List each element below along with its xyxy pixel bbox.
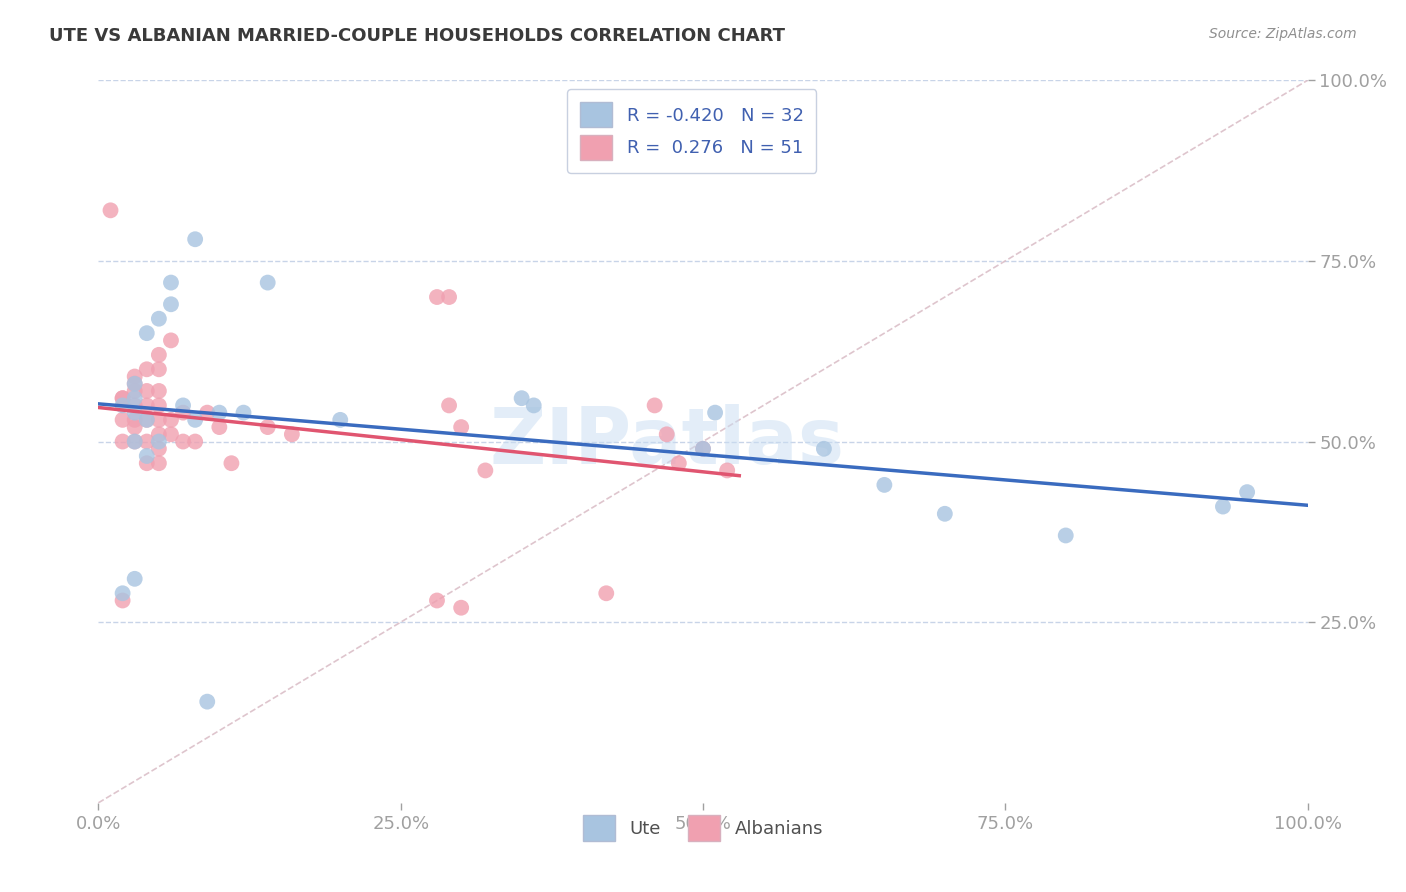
Point (148, 384, 170, 398)
Point (595, 586, 617, 600)
Point (160, 427, 183, 442)
Point (692, 442, 714, 456)
Point (124, 406, 146, 420)
Point (148, 362, 170, 376)
Point (148, 434, 170, 449)
Point (124, 572, 146, 586)
Point (135, 456, 157, 470)
Point (184, 413, 207, 427)
Point (195, 695, 218, 709)
Point (124, 376, 146, 391)
Point (124, 384, 146, 398)
Point (160, 413, 183, 427)
Point (124, 413, 146, 427)
Point (281, 427, 304, 442)
Point (716, 463, 738, 477)
Point (256, 276, 278, 290)
Point (692, 442, 714, 456)
Point (172, 398, 194, 412)
Point (124, 369, 146, 384)
Point (184, 232, 207, 246)
Point (1054, 528, 1077, 542)
Point (124, 391, 146, 405)
Point (221, 456, 243, 470)
Text: UTE VS ALBANIAN MARRIED-COUPLE HOUSEHOLDS CORRELATION CHART: UTE VS ALBANIAN MARRIED-COUPLE HOUSEHOLD… (49, 27, 785, 45)
Point (426, 593, 449, 607)
Text: Source: ZipAtlas.com: Source: ZipAtlas.com (1209, 27, 1357, 41)
Point (474, 463, 496, 477)
Point (256, 420, 278, 434)
Point (160, 276, 183, 290)
Text: ZIPatlas: ZIPatlas (489, 403, 844, 480)
Point (208, 420, 231, 434)
Point (148, 398, 170, 412)
Point (124, 376, 146, 391)
Point (668, 456, 690, 470)
Point (232, 406, 254, 420)
Point (135, 449, 157, 463)
Point (437, 398, 460, 412)
Point (1212, 500, 1234, 514)
Point (437, 290, 460, 304)
Point (704, 406, 727, 420)
Point (1236, 485, 1258, 500)
Point (426, 290, 449, 304)
Point (510, 391, 533, 405)
Point (135, 384, 157, 398)
Point (111, 398, 134, 412)
Point (100, 203, 122, 218)
Point (124, 420, 146, 434)
Point (111, 391, 134, 405)
Point (873, 478, 896, 492)
Point (450, 600, 472, 615)
Point (148, 442, 170, 456)
Point (135, 434, 157, 449)
Point (124, 434, 146, 449)
Point (135, 413, 157, 427)
Point (208, 406, 231, 420)
Point (160, 334, 183, 348)
Point (111, 586, 134, 600)
Point (148, 348, 170, 362)
Point (644, 398, 666, 412)
Point (124, 434, 146, 449)
Point (124, 398, 146, 412)
Legend: Ute, Albanians: Ute, Albanians (575, 808, 831, 848)
Point (160, 297, 183, 311)
Point (111, 593, 134, 607)
Point (135, 398, 157, 412)
Point (111, 413, 134, 427)
Point (135, 362, 157, 376)
Point (184, 434, 207, 449)
Point (135, 326, 157, 340)
Point (934, 507, 956, 521)
Point (135, 413, 157, 427)
Point (813, 442, 835, 456)
Point (172, 406, 194, 420)
Point (195, 406, 218, 420)
Point (655, 427, 678, 442)
Point (148, 456, 170, 470)
Point (148, 311, 170, 326)
Point (329, 413, 352, 427)
Point (111, 391, 134, 405)
Point (523, 398, 546, 412)
Point (172, 434, 194, 449)
Point (148, 413, 170, 427)
Point (111, 434, 134, 449)
Point (450, 420, 472, 434)
Point (148, 427, 170, 442)
